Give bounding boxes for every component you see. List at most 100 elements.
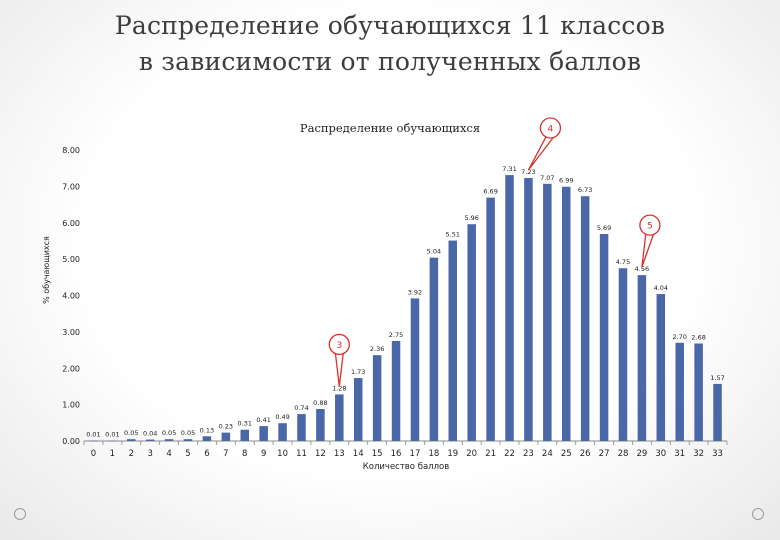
bar — [316, 408, 325, 441]
y-tick-label: 4.00 — [62, 292, 80, 301]
bar — [335, 394, 344, 441]
bar — [145, 439, 155, 441]
x-tick-label: 17 — [410, 449, 421, 459]
bar — [599, 234, 609, 441]
x-tick-label: 19 — [447, 449, 458, 459]
data-label: 5.04 — [427, 248, 441, 256]
slide-title-line-1: Распределение обучающихся 11 классов — [114, 11, 666, 40]
x-tick-label: 29 — [636, 449, 647, 459]
x-tick-label: 26 — [580, 449, 591, 459]
callout-circle — [328, 333, 350, 356]
x-tick-label: 7 — [223, 449, 228, 459]
x-tick-label: 3 — [147, 449, 152, 459]
data-label: 1.28 — [332, 384, 346, 392]
data-label: 2.75 — [389, 331, 403, 339]
slide-bullet-left — [14, 508, 26, 520]
y-tick-label: 3.00 — [62, 328, 80, 337]
data-label: 7.31 — [502, 165, 516, 173]
bar — [353, 378, 363, 441]
chart-marks: 0.00 1.00 2.00 3.00 4.00 5.00 6.00 7.00 8.00 0 0.0… — [62, 117, 728, 459]
x-tick-label: 2 — [129, 449, 134, 459]
data-label: 2.68 — [691, 334, 705, 342]
data-label: 0.49 — [275, 413, 289, 421]
x-tick-label: 21 — [485, 449, 496, 459]
x-tick-label: 31 — [674, 449, 685, 459]
x-tick-label: 6 — [204, 449, 209, 459]
bar — [505, 175, 514, 441]
x-tick-label: 16 — [391, 449, 402, 459]
bar — [675, 342, 684, 441]
data-label: 0.74 — [294, 404, 308, 412]
data-label: 6.99 — [559, 177, 573, 185]
bar — [202, 436, 212, 441]
x-tick-label: 14 — [353, 449, 364, 459]
x-tick-label: 22 — [504, 449, 515, 459]
bar — [164, 439, 174, 441]
bar — [183, 439, 193, 441]
y-tick-label: 6.00 — [62, 219, 80, 228]
data-label: 6.73 — [578, 186, 592, 194]
y-tick-label: 8.00 — [62, 146, 80, 155]
data-label: 1.73 — [351, 368, 365, 376]
bar — [486, 197, 495, 441]
data-label: 5.51 — [446, 231, 460, 239]
callout-circle — [539, 117, 562, 139]
x-tick-label: 23 — [523, 449, 534, 459]
x-tick-label: 15 — [372, 449, 383, 459]
bar — [561, 186, 571, 441]
bar — [694, 343, 703, 441]
bar — [637, 275, 647, 441]
bar — [297, 414, 306, 441]
data-label: 0.13 — [200, 426, 214, 434]
data-label: 0.05 — [162, 429, 176, 437]
bar — [391, 340, 401, 441]
x-tick-label: 12 — [315, 449, 326, 459]
x-tick-label: 8 — [242, 449, 247, 459]
bar — [259, 426, 268, 441]
data-label: 2.70 — [672, 333, 686, 341]
bar — [543, 183, 552, 442]
data-label: 5.69 — [597, 224, 611, 232]
data-label: 1.57 — [710, 374, 724, 382]
data-label: 7.07 — [540, 174, 554, 182]
x-tick-label: 24 — [542, 449, 553, 459]
x-tick-label: 10 — [277, 449, 288, 459]
data-label: 5.96 — [464, 214, 478, 222]
x-axis-title: Количество баллов — [363, 462, 450, 472]
data-label: 0.23 — [219, 423, 233, 431]
callout-label: 5 — [647, 222, 653, 232]
callout-label: 4 — [548, 125, 554, 135]
bar — [618, 268, 628, 441]
data-label: 4.56 — [635, 265, 649, 273]
slide-bullet-right — [752, 508, 764, 520]
data-label: 2.36 — [370, 345, 384, 353]
bar — [713, 383, 722, 441]
data-label: 0.41 — [256, 416, 270, 424]
x-tick-label: 0 — [91, 449, 96, 459]
x-tick-label: 30 — [655, 449, 666, 459]
data-label: 0.01 — [105, 431, 119, 439]
data-label: 3.92 — [408, 288, 422, 296]
data-label: 6.69 — [483, 188, 497, 196]
y-tick-label: 7.00 — [62, 182, 80, 191]
y-tick-label: 5.00 — [62, 255, 80, 264]
bar — [240, 429, 250, 441]
callout-pointer — [334, 351, 345, 387]
callout-circle — [639, 214, 661, 236]
x-tick-label: 33 — [712, 449, 723, 459]
callout-pointer — [527, 135, 556, 171]
slide-title: Распределение обучающихся 11 классов в з… — [0, 8, 780, 80]
data-label: 0.88 — [313, 399, 327, 407]
callout-label: 3 — [336, 341, 342, 351]
bar — [448, 240, 458, 441]
bar — [221, 432, 231, 441]
x-tick-label: 20 — [466, 449, 477, 459]
bar — [410, 298, 420, 441]
y-tick-label: 1.00 — [62, 401, 80, 410]
data-label: 0.01 — [86, 431, 100, 439]
bar — [656, 294, 666, 441]
data-label: 0.31 — [238, 420, 252, 428]
callout-pointer — [641, 232, 655, 268]
